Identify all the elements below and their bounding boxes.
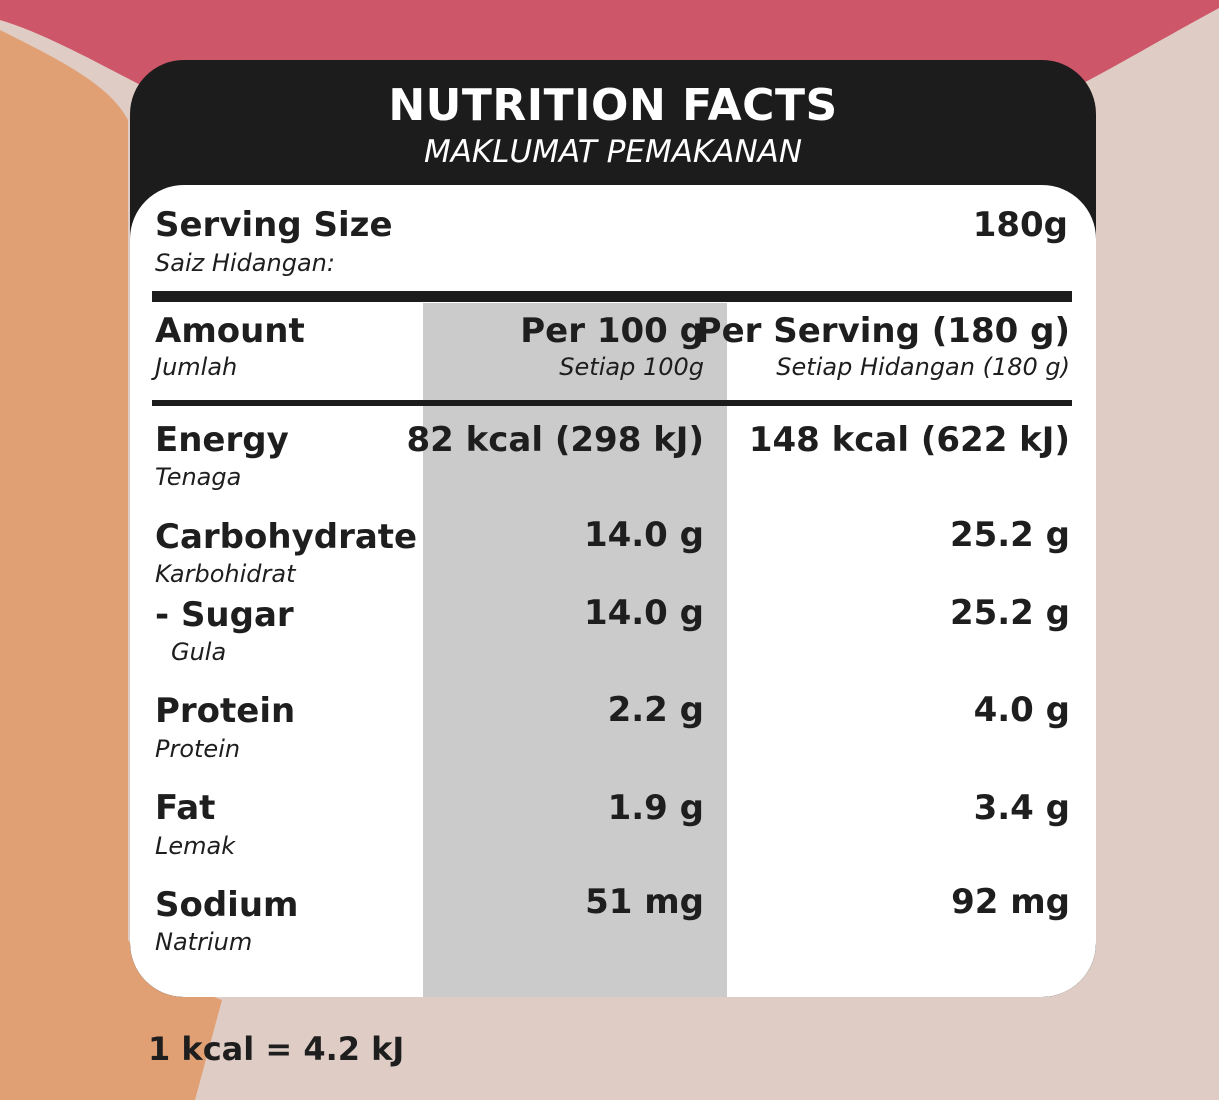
panel-body: Serving Size Saiz Hidangan: 180g Amount … [130,185,1096,997]
carbohydrate-per-serving: 25.2 g [949,515,1070,555]
panel-title: NUTRITION FACTS [388,80,838,131]
fat-per100: 1.9 g [607,788,704,828]
per100-header-ms: Setiap 100g [559,353,704,381]
header-divider [152,400,1072,406]
sodium-per100: 51 mg [585,882,704,922]
per-serving-header-ms: Setiap Hidangan (180 g) [776,353,1070,381]
nutrient-name-sugar: - Sugar [155,595,294,635]
per100-column-shading [423,303,727,997]
serving-size-value: 180g [972,205,1068,245]
energy-conversion-note: 1 kcal = 4.2 kJ [148,1030,405,1068]
nutrient-name-ms-fat: Lemak [155,832,236,860]
energy-per100: 82 kcal (298 kJ) [406,420,705,460]
serving-size-label-ms: Saiz Hidangan: [155,249,335,277]
protein-per100: 2.2 g [607,690,704,730]
nutrient-name-fat: Fat [155,788,216,828]
amount-header-ms: Jumlah [155,353,238,381]
nutrient-name-ms-sugar: Gula [171,638,227,666]
per100-header: Per 100 g [520,311,704,351]
fat-per-serving: 3.4 g [973,788,1070,828]
energy-per-serving: 148 kcal (622 kJ) [748,420,1070,460]
nutrient-name-ms-sodium: Natrium [155,928,253,956]
nutrient-name-protein: Protein [155,691,296,731]
nutrient-name-ms-carbohydrate: Karbohidrat [155,560,296,588]
serving-divider [152,291,1072,302]
sugar-per-serving: 25.2 g [949,593,1070,633]
nutrition-panel: NUTRITION FACTS MAKLUMAT PEMAKANAN Servi… [130,60,1096,997]
nutrient-name-ms-energy: Tenaga [155,463,242,491]
per-serving-header: Per Serving (180 g) [696,311,1070,351]
nutrient-name-energy: Energy [155,420,289,460]
protein-per-serving: 4.0 g [973,690,1070,730]
serving-size-label: Serving Size [155,205,393,245]
nutrient-name-ms-protein: Protein [155,735,241,763]
panel-header: NUTRITION FACTS MAKLUMAT PEMAKANAN [130,60,1096,190]
amount-header: Amount [155,311,305,351]
nutrient-name-sodium: Sodium [155,885,299,925]
panel-subtitle: MAKLUMAT PEMAKANAN [423,134,803,170]
sodium-per-serving: 92 mg [951,882,1070,922]
nutrient-name-carbohydrate: Carbohydrate [155,517,418,557]
orange-shape [0,30,222,1100]
sugar-per100: 14.0 g [583,593,704,633]
carbohydrate-per100: 14.0 g [583,515,704,555]
